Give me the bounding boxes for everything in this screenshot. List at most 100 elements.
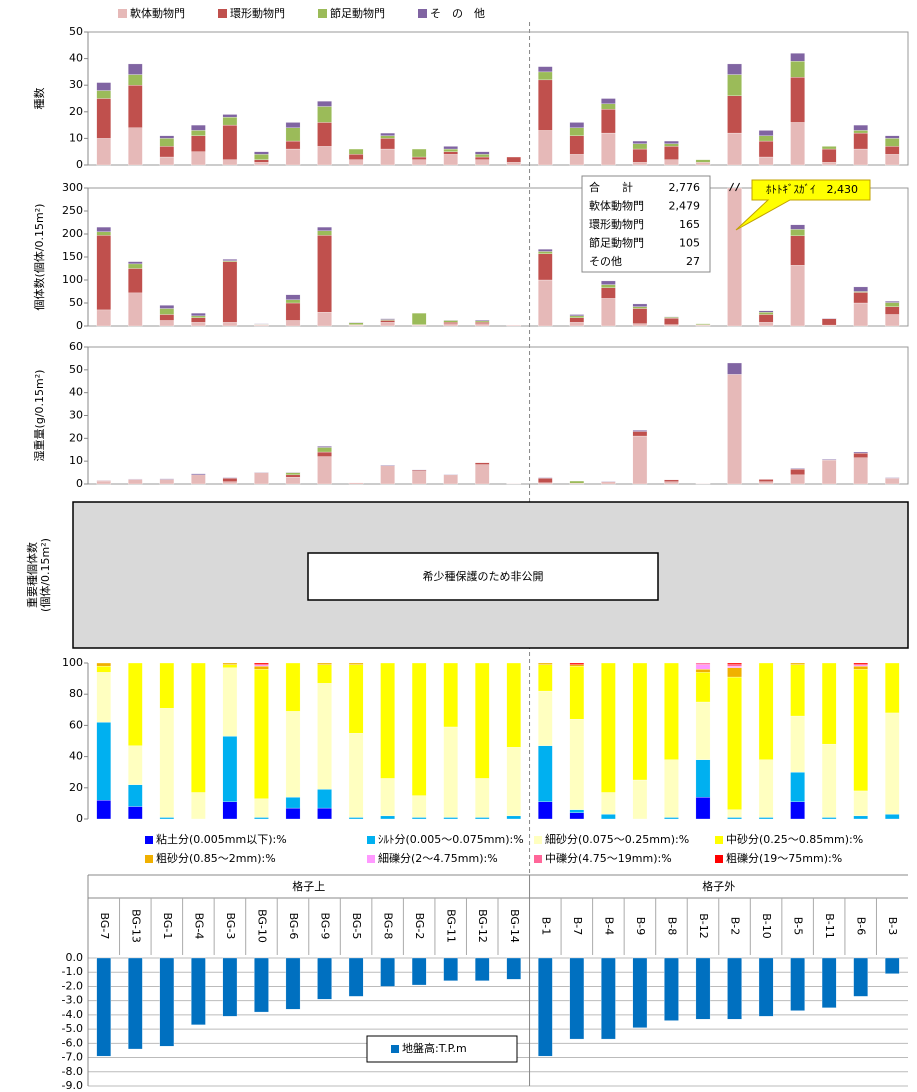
bar	[285, 807, 301, 820]
bar	[790, 474, 805, 485]
bar	[317, 456, 332, 485]
bar	[411, 957, 427, 986]
bar	[285, 320, 301, 327]
bar	[758, 314, 774, 323]
station-label: BG-10	[255, 909, 268, 943]
bar	[695, 664, 711, 670]
legend-swatch	[367, 836, 375, 844]
legend-swatch	[391, 1045, 399, 1053]
bar	[727, 676, 742, 810]
bar	[96, 800, 112, 820]
bar	[191, 151, 206, 166]
bar	[853, 790, 868, 817]
bar	[884, 662, 900, 714]
legend-swatch	[367, 855, 375, 863]
bar	[411, 156, 427, 160]
bar	[695, 162, 711, 166]
station-label: BG-5	[350, 913, 363, 940]
annotation-label: その他	[589, 255, 622, 268]
bar	[96, 82, 112, 91]
notice-text: 希少種保護のため非公開	[423, 569, 544, 583]
bar	[317, 664, 332, 684]
bar	[317, 226, 332, 231]
bar	[317, 101, 332, 107]
bar	[380, 957, 395, 987]
bar	[853, 457, 868, 485]
bar	[380, 778, 395, 817]
legend-label: 中砂分(0.25～0.85mm):%	[726, 833, 863, 846]
bar	[695, 701, 711, 760]
station-label: BG-3	[224, 913, 237, 940]
bar	[317, 446, 332, 448]
bar	[601, 108, 616, 134]
bar	[159, 308, 175, 315]
bar	[159, 305, 175, 309]
y-tick-label: 20	[69, 431, 83, 444]
bar	[443, 662, 458, 728]
bar	[128, 784, 143, 807]
y-tick-label: 30	[69, 409, 83, 422]
bar	[821, 146, 837, 150]
bar	[159, 320, 175, 327]
bar	[222, 478, 238, 482]
bar	[380, 132, 395, 136]
bar	[317, 957, 332, 1000]
bar	[884, 712, 900, 815]
y-tick-label: 200	[62, 227, 83, 240]
bar	[443, 817, 458, 820]
bar	[317, 146, 332, 166]
y-axis-title: 湿重量(g/0.15m²)	[32, 370, 46, 462]
bar	[664, 324, 679, 327]
y-tick-label: 50	[69, 363, 83, 376]
bar	[317, 662, 332, 665]
bar	[538, 662, 553, 665]
bar	[506, 162, 522, 166]
legend-swatch	[715, 855, 723, 863]
bar	[632, 148, 648, 163]
notice-y-title: (個体/0.15m²)	[38, 538, 52, 612]
bar	[632, 140, 648, 144]
bar	[254, 664, 269, 667]
bar	[222, 124, 238, 160]
bar	[380, 318, 395, 320]
bar	[443, 474, 458, 485]
bar	[821, 662, 837, 745]
bar	[285, 474, 301, 478]
bar	[601, 957, 616, 1040]
bar	[569, 315, 585, 318]
legend-label: ｼﾙﾄ分(0.005～0.075mm):%	[378, 833, 524, 846]
bar	[727, 665, 742, 668]
station-label: BG-6	[287, 913, 300, 940]
bar	[254, 472, 269, 485]
y-tick-label: 100	[62, 273, 83, 286]
bar	[569, 127, 585, 136]
bar	[538, 664, 553, 692]
bar	[285, 140, 301, 150]
bar	[538, 279, 553, 327]
bar	[348, 957, 364, 997]
legend-label: 中礫分(4.75～19mm):%	[545, 851, 672, 865]
bar	[790, 801, 805, 820]
bar	[191, 135, 206, 152]
bar	[853, 148, 868, 166]
bar	[317, 451, 332, 457]
bar	[632, 323, 648, 327]
bar	[348, 322, 364, 325]
bar	[474, 156, 490, 160]
bar	[285, 122, 301, 128]
bar	[96, 138, 112, 166]
bar	[569, 664, 585, 667]
bar	[632, 303, 648, 307]
legend-label: そ の 他	[430, 7, 485, 20]
bar	[853, 815, 868, 820]
bar	[538, 477, 553, 479]
bar	[411, 662, 427, 796]
bar	[664, 318, 679, 325]
bar	[884, 146, 900, 155]
bar	[664, 957, 679, 1021]
bar	[821, 148, 837, 163]
bar	[411, 148, 427, 158]
bar	[222, 114, 238, 118]
y-tick-label: 300	[62, 181, 83, 194]
bar	[884, 306, 900, 315]
